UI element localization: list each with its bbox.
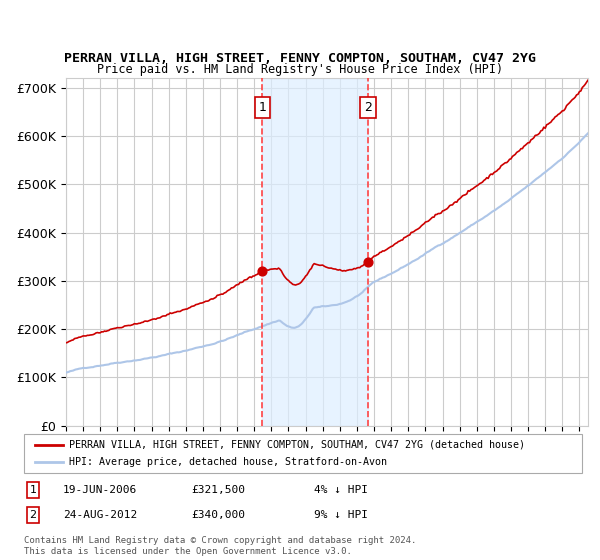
Text: PERRAN VILLA, HIGH STREET, FENNY COMPTON, SOUTHAM, CV47 2YG: PERRAN VILLA, HIGH STREET, FENNY COMPTON…: [64, 52, 536, 66]
Text: HPI: Average price, detached house, Stratford-on-Avon: HPI: Average price, detached house, Stra…: [68, 457, 386, 467]
FancyBboxPatch shape: [24, 434, 582, 473]
Text: 19-JUN-2006: 19-JUN-2006: [63, 485, 137, 495]
Text: £321,500: £321,500: [191, 485, 245, 495]
Text: PERRAN VILLA, HIGH STREET, FENNY COMPTON, SOUTHAM, CV47 2YG (detached house): PERRAN VILLA, HIGH STREET, FENNY COMPTON…: [68, 440, 524, 450]
Text: 1: 1: [259, 101, 266, 114]
Point: [257, 266, 267, 275]
Text: 2: 2: [29, 510, 37, 520]
Text: Price paid vs. HM Land Registry's House Price Index (HPI): Price paid vs. HM Land Registry's House …: [97, 63, 503, 77]
Bar: [262, 78, 368, 426]
Text: 2: 2: [364, 101, 372, 114]
Text: 1: 1: [29, 485, 37, 495]
Point: [363, 257, 373, 266]
Text: 9% ↓ HPI: 9% ↓ HPI: [314, 510, 368, 520]
Text: £340,000: £340,000: [191, 510, 245, 520]
Text: 4% ↓ HPI: 4% ↓ HPI: [314, 485, 368, 495]
Text: 24-AUG-2012: 24-AUG-2012: [63, 510, 137, 520]
Text: Contains HM Land Registry data © Crown copyright and database right 2024.
This d: Contains HM Land Registry data © Crown c…: [24, 536, 416, 556]
